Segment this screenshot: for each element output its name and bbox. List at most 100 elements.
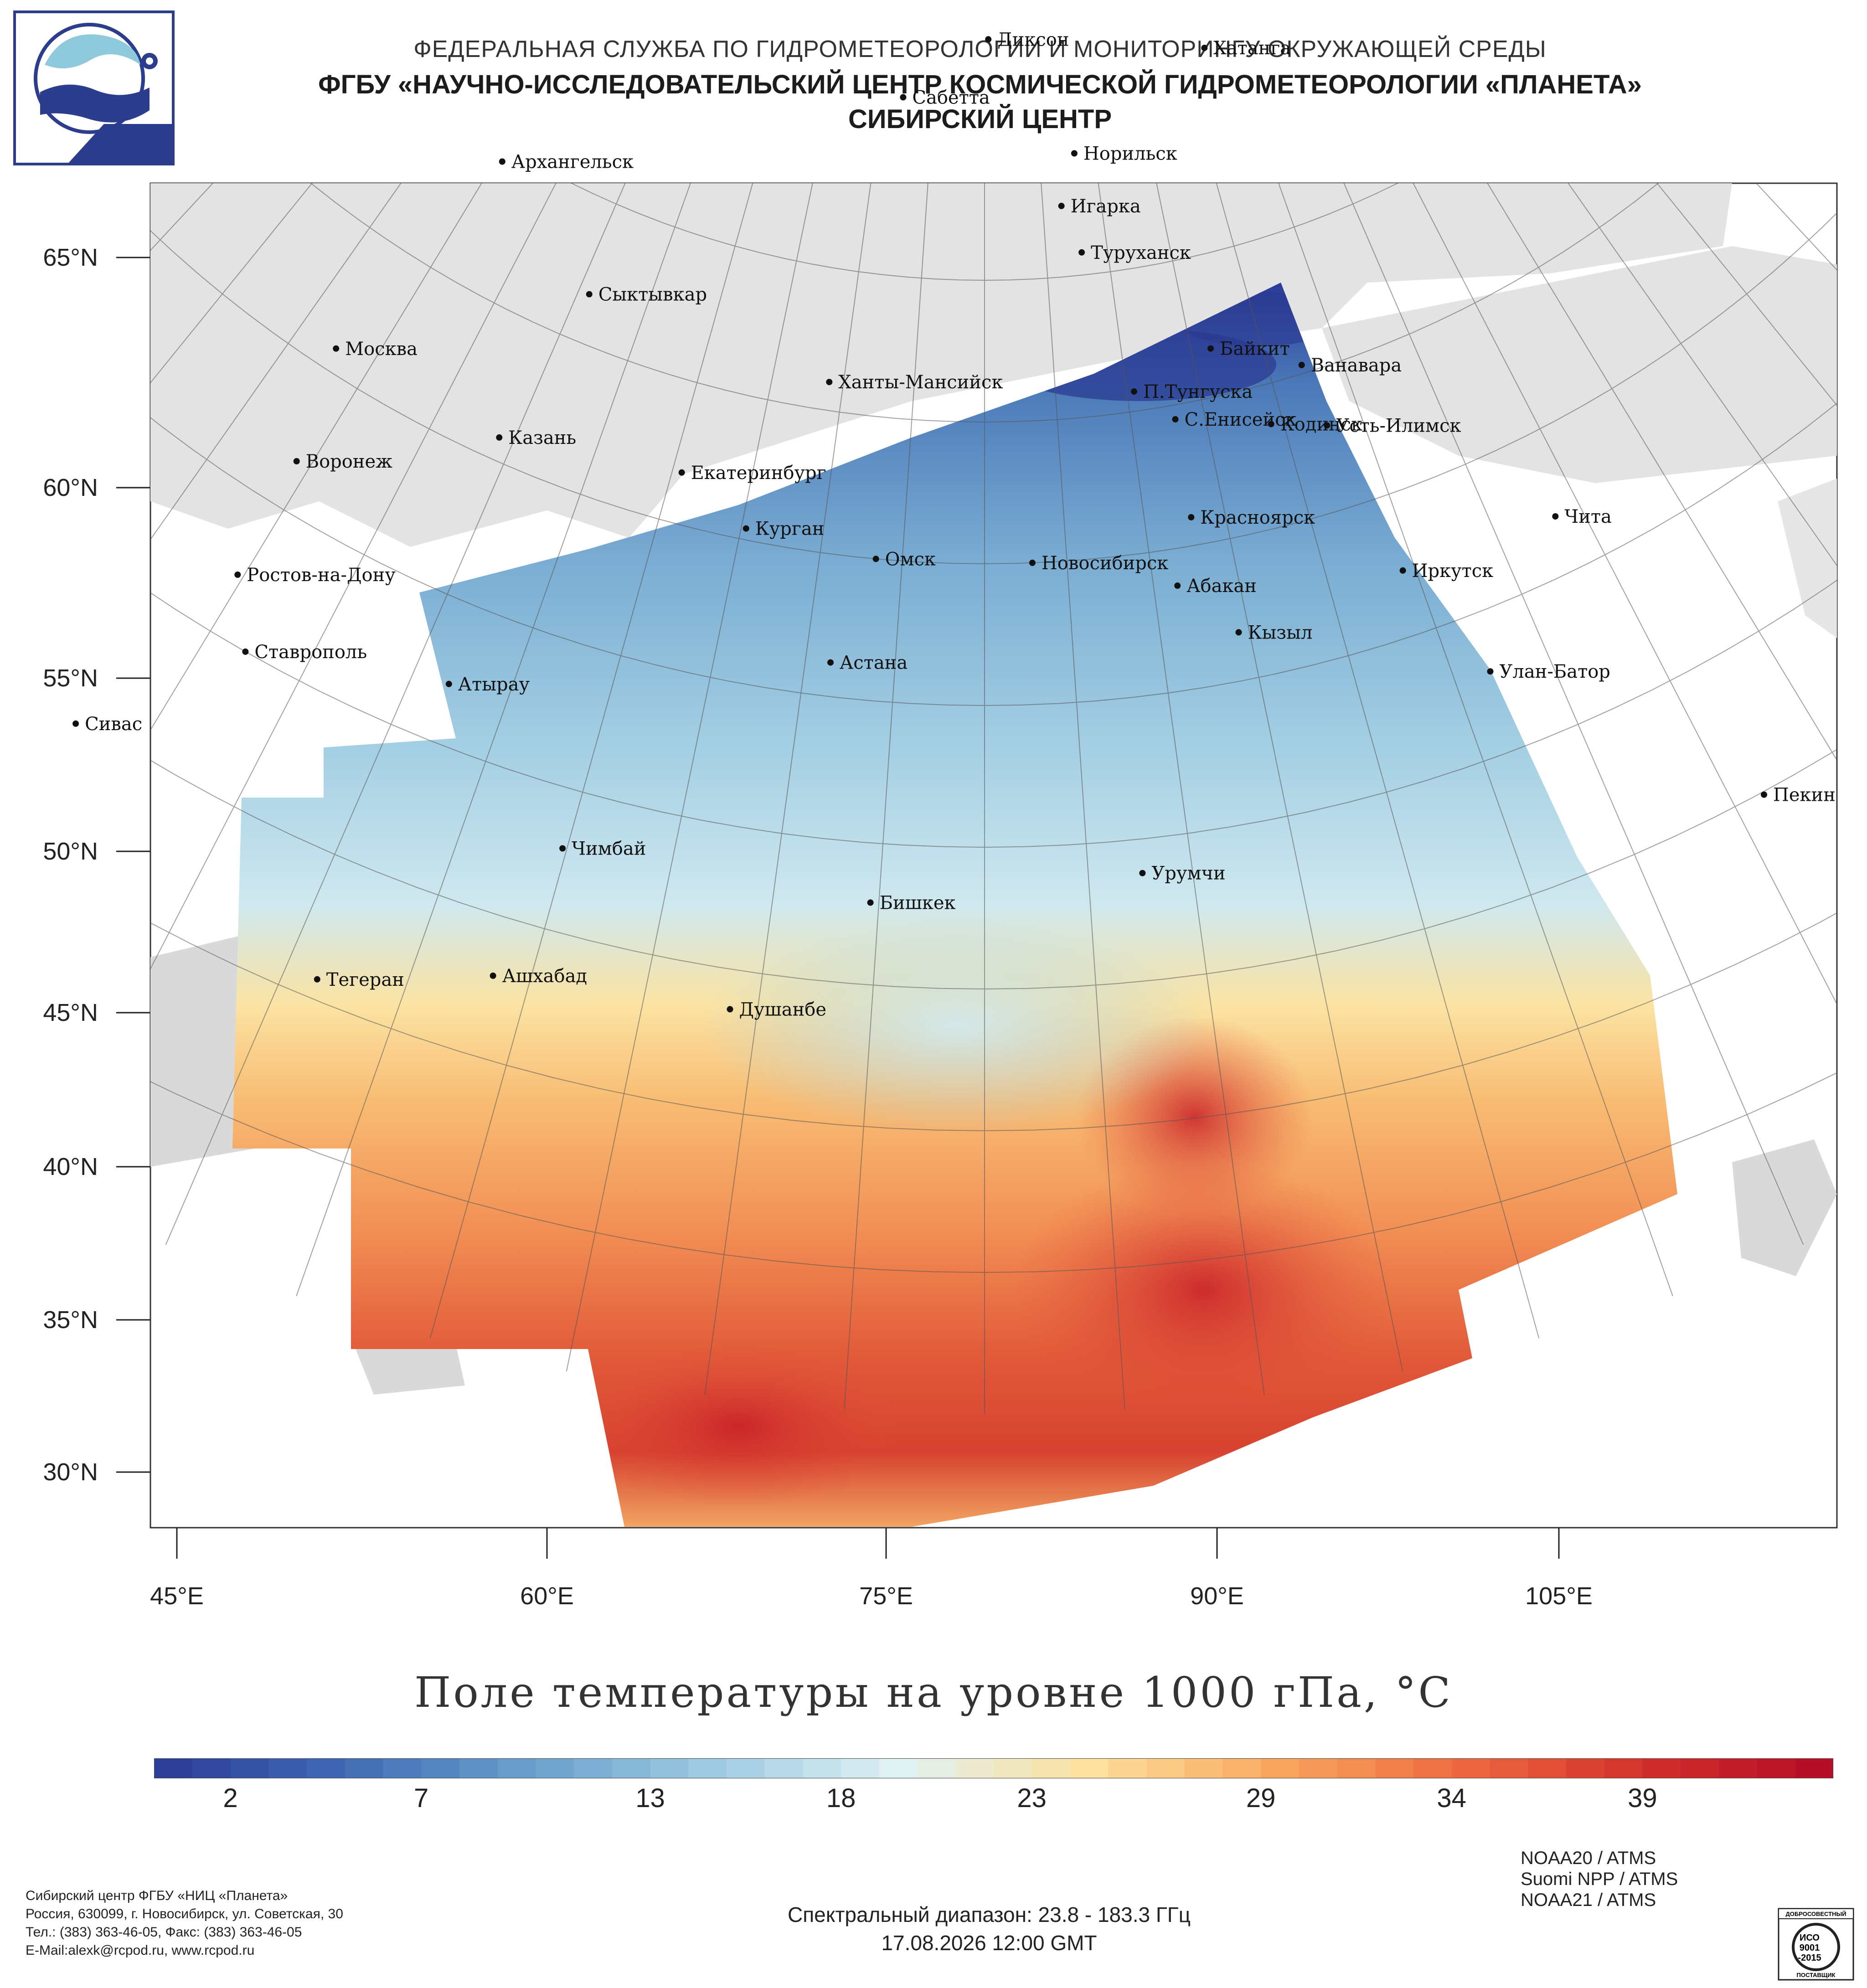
colorbar-cell [1413,1758,1452,1778]
colorbar [154,1758,1833,1778]
city-Екатеринбург: Екатеринбург [678,463,826,484]
city-Архангельск: Архангельск [499,152,634,173]
latitude-axis: 65°N 60°N 55°N 50°N 45°N 40°N 35°N 30°N [43,244,150,1486]
city-Туруханск: Туруханск [1078,242,1191,263]
city-label: Кодинск [1280,414,1362,435]
city-П.Тунгуска: П.Тунгуска [1131,381,1253,402]
meridian-line [1278,183,1673,1296]
colorbar-cell [1681,1758,1719,1778]
city-label: Усть-Илимск [1336,415,1461,436]
city-Бишкек: Бишкек [867,892,956,913]
header-center: СИБИРСКИЙ ЦЕНТР [848,104,1112,134]
lat-label: 55°N [43,664,98,692]
city-dot [586,291,593,298]
city-label: Сивас [85,714,142,735]
city-Игарка: Игарка [1058,196,1141,217]
city-dot [872,556,879,562]
colorbar-cell [841,1758,880,1778]
city-label: Ставрополь [254,642,367,663]
city-label: Тегеран [326,969,404,990]
svg-text:ДОБРОСОВЕСТНЫЙ: ДОБРОСОВЕСТНЫЙ [1785,1911,1846,1917]
colorbar-cell [994,1758,1032,1778]
colorbar-cell [1528,1758,1567,1778]
header-agency: ФЕДЕРАЛЬНАЯ СЛУЖБА ПО ГИДРОМЕТЕОРОЛОГИИ … [413,36,1547,62]
city-dot [490,972,496,979]
city-dot [867,899,874,906]
city-label: Чимбай [572,839,646,860]
city-label: Кызыл [1248,622,1313,643]
colorbar-cell [268,1758,307,1778]
footer-org: Сибирский центр ФГБУ «НИЦ «Планета» [26,1888,288,1903]
meridian-line [844,183,928,1410]
city-label: Омск [885,549,936,570]
city-dot [1078,249,1085,256]
city-label: Пекин [1773,785,1836,806]
svg-text:ИСО: ИСО [1800,1933,1820,1943]
colorbar-tick-label: 18 [826,1783,856,1813]
city-label: Ростов-на-Дону [247,565,396,586]
city-Кодинск: Кодинск [1268,414,1362,435]
city-label: Ванавара [1311,355,1402,376]
city-Ставрополь: Ставрополь [242,642,367,663]
city-label: Сыктывкар [598,284,707,305]
city-label: Ашхабад [502,966,587,987]
colorbar-cell [1070,1758,1109,1778]
city-dot [314,976,320,983]
city-label: Воронеж [306,451,392,472]
black-sea [150,934,255,1167]
meridian-line [1568,183,1837,567]
city-С.Енисейск: С.Енисейск [1172,409,1296,430]
colorbar-cell [345,1758,383,1778]
city-Ростов-на-Дону: Ростов-на-Дону [234,565,396,586]
meridian-line [429,183,753,1339]
city-Ханты-Мансийск: Ханты-Мансийск [826,372,1003,393]
meridian-line [150,183,313,384]
city-Душанбе: Душанбе [727,999,827,1020]
city-Абакан: Абакан [1174,576,1257,597]
city-dot [234,572,241,578]
datetime: 17.08.2026 12:00 GMT [881,1931,1097,1955]
city-dot [559,845,566,852]
city-dot [1029,559,1036,566]
meridian-line [1413,183,1837,1005]
city-Сивас: Сивас [72,714,142,735]
city-label: Бишкек [880,892,956,913]
city-label: Душанбе [739,999,827,1020]
colorbar-tick-label: 39 [1628,1783,1657,1813]
city-label: П.Тунгуска [1143,381,1253,402]
lon-label: 75°E [859,1582,913,1610]
lon-label: 60°E [520,1582,574,1610]
planeta-logo [13,10,175,165]
graticule [150,183,1837,1414]
satellite-list: NOAA20 / ATMS Suomi NPP / ATMS NOAA21 / … [1521,1848,1678,1911]
colorbar-cell [1604,1758,1643,1778]
colorbar-cell [1566,1758,1605,1778]
city-dot [1552,513,1559,520]
city-label: Хатанга [1213,38,1291,59]
map-title: Поле температуры на уровне 1000 гПа, °C [414,1668,1453,1717]
footer-phone: Тел.: (383) 363-46-05, Факс: (383) 363-4… [26,1925,302,1940]
satellite-2: Suomi NPP / ATMS [1521,1869,1678,1889]
colorbar-cell [1375,1758,1414,1778]
city-dot [496,434,503,441]
meridian-line [704,183,872,1396]
city-Кызыл: Кызыл [1235,622,1313,643]
city-Хатанга: Хатанга [1201,38,1291,59]
pacific-land [1778,479,1837,638]
satellite-1: NOAA20 / ATMS [1521,1848,1656,1868]
colorbar-cell [650,1758,689,1778]
city-dot [1058,202,1065,209]
lat-label: 65°N [43,244,98,271]
colorbar-cell [1337,1758,1376,1778]
city-dot [826,379,833,386]
colorbar-cell [230,1758,269,1778]
city-Сыктывкар: Сыктывкар [586,284,707,305]
city-Урумчи: Урумчи [1139,863,1226,884]
yellow-sea [1732,1139,1837,1276]
city-Байкит: Байкит [1207,339,1290,360]
city-Улан-Батор: Улан-Батор [1487,661,1610,682]
colorbar-cell [1184,1758,1223,1778]
svg-text:-2015: -2015 [1798,1953,1821,1963]
city-dot [827,659,834,666]
satellite-3: NOAA21 / ATMS [1521,1890,1656,1910]
